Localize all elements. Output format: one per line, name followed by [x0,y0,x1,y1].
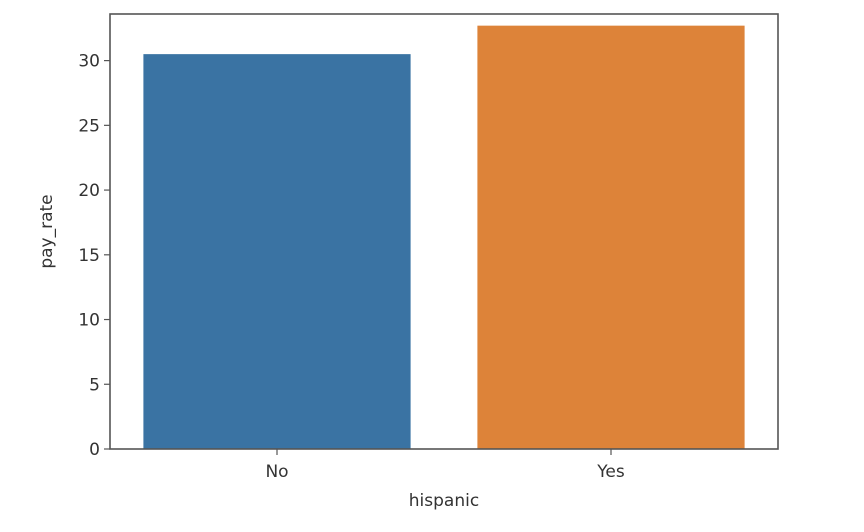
bar-no [143,54,411,449]
y-tick-label: 30 [78,52,100,72]
y-axis: 0 5 10 15 20 25 30 [78,52,110,460]
y-tick-label: 5 [89,375,100,395]
y-tick-label: 20 [78,181,100,201]
x-axis-label: hispanic [409,491,479,511]
y-tick-label: 0 [89,440,100,460]
y-tick-label: 10 [78,311,100,331]
y-axis-label: pay_rate [37,194,57,268]
plot-frame [109,13,779,450]
y-tick-label: 25 [78,116,100,136]
y-tick-label: 15 [78,246,100,266]
x-tick-label: Yes [596,462,625,482]
bars-group [143,25,745,449]
x-tick-label: No [265,462,288,482]
x-axis: No Yes [265,449,625,482]
bar-yes [477,25,745,449]
